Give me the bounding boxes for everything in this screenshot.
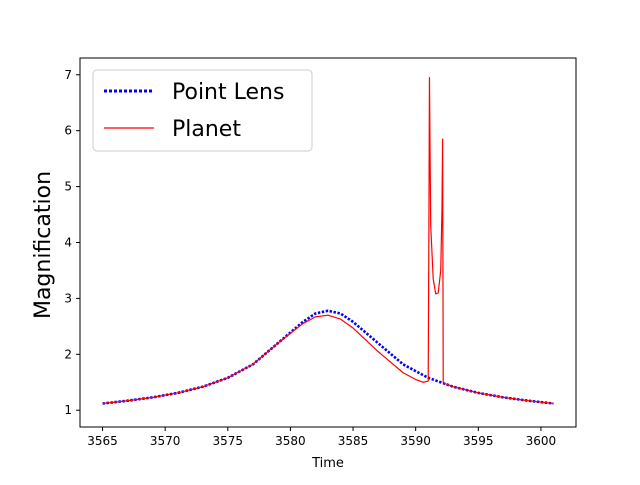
x-tick-label: 3580 (275, 434, 306, 448)
x-tick-label: 3600 (526, 434, 557, 448)
y-tick-label: 2 (64, 347, 72, 361)
x-tick-label: 3565 (87, 434, 118, 448)
x-axis-label: Time (311, 456, 344, 471)
y-tick-label: 1 (64, 403, 72, 417)
y-tick-label: 7 (64, 68, 72, 82)
legend-label: Point Lens (172, 80, 284, 105)
y-tick-label: 3 (64, 291, 72, 305)
x-tick-label: 3570 (150, 434, 181, 448)
y-tick-label: 6 (64, 124, 72, 138)
legend-box (92, 69, 313, 152)
x-tick-label: 3585 (338, 434, 369, 448)
x-tick-label: 3595 (463, 434, 494, 448)
legend-label: Planet (172, 117, 241, 142)
series-line-planet (102, 76, 554, 405)
y-tick-label: 4 (64, 236, 72, 250)
x-tick-label: 3590 (400, 434, 431, 448)
y-tick-label: 5 (64, 180, 72, 194)
x-tick-label: 3575 (213, 434, 244, 448)
y-axis-label: Magnification (31, 171, 56, 319)
